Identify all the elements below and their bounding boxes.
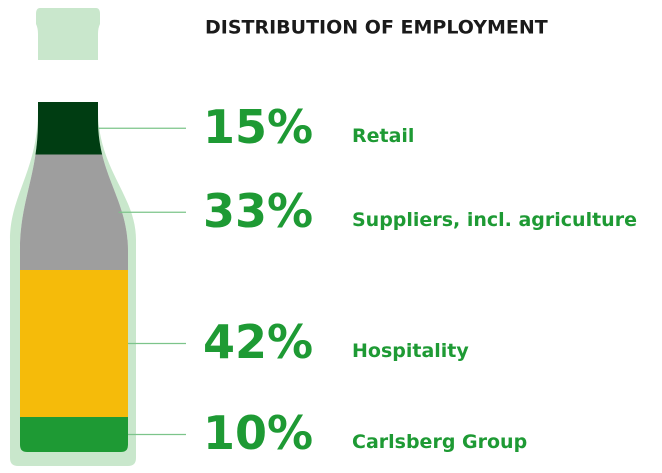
value-label: 10% bbox=[203, 406, 313, 460]
segment bbox=[20, 417, 128, 452]
category-label: Hospitality bbox=[352, 340, 469, 362]
category-label: Retail bbox=[352, 125, 414, 147]
segments bbox=[20, 102, 128, 452]
value-label: 33% bbox=[203, 184, 313, 238]
value-label: 15% bbox=[203, 100, 313, 154]
chart-title: DISTRIBUTION OF EMPLOYMENT bbox=[205, 17, 548, 39]
category-label: Suppliers, incl. agriculture bbox=[352, 209, 637, 231]
segment bbox=[20, 270, 128, 417]
value-label: 42% bbox=[203, 315, 313, 369]
category-label: Carlsberg Group bbox=[352, 431, 527, 453]
